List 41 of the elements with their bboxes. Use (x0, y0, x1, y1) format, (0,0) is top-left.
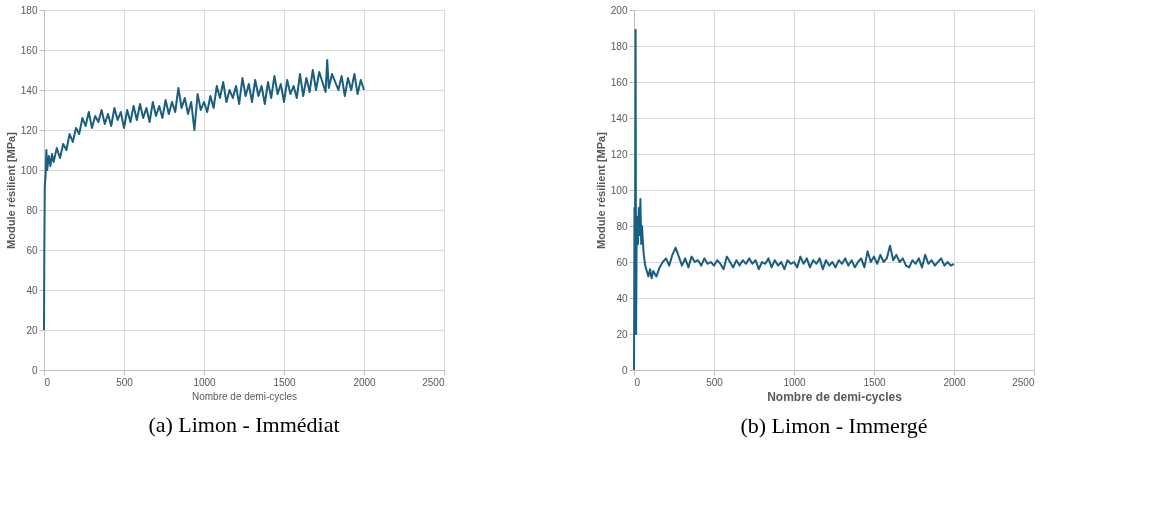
y-tick-label: 40 (616, 292, 628, 304)
y-tick-label: 20 (616, 328, 628, 340)
x-axis-title: Nombre de demi-cycles (767, 389, 903, 404)
y-tick-label: 140 (610, 112, 628, 124)
line-series (43, 59, 365, 331)
y-tick-label: 200 (610, 4, 628, 16)
y-tick-label: 80 (26, 204, 38, 216)
y-tick-label: 160 (20, 44, 38, 56)
y-tick-label: 40 (26, 284, 38, 296)
x-tick-label: 0 (44, 376, 51, 388)
x-tick-label: 2500 (1012, 376, 1035, 388)
y-tick-label: 180 (610, 40, 628, 52)
x-tick-label: 500 (706, 376, 724, 388)
y-tick-label: 120 (20, 124, 38, 136)
y-tick-label: 80 (616, 220, 628, 232)
x-tick-label: 0 (634, 376, 641, 388)
text: (a) Limon - Immédiat (148, 412, 340, 437)
y-tick-label: 120 (610, 148, 628, 160)
x-tick-label: 2000 (943, 376, 967, 388)
y-tick-label: 160 (610, 76, 628, 88)
x-tick-label: 1500 (273, 376, 297, 388)
line-series (633, 28, 955, 371)
x-tick-label: 2500 (422, 376, 445, 388)
x-tick-label: 1000 (193, 376, 217, 388)
x-tick-label: 1000 (783, 376, 807, 388)
x-tick-label: 1500 (863, 376, 887, 388)
y-tick-label: 100 (20, 164, 38, 176)
y-tick-label: 140 (20, 84, 38, 96)
text: (b) Limon - Immergé (740, 413, 928, 438)
y-tick-label: 20 (26, 324, 38, 336)
y-tick-label: 0 (31, 364, 38, 376)
y-tick-label: 100 (610, 184, 628, 196)
y-tick-label: 60 (26, 244, 38, 256)
y-tick-label: 180 (20, 4, 38, 16)
y-tick-label: 60 (616, 256, 628, 268)
y-axis-title: Module résilient [MPa] (4, 131, 17, 249)
x-axis-title: Nombre de demi-cycles (191, 390, 298, 402)
y-tick-label: 0 (621, 364, 628, 376)
x-tick-label: 500 (116, 376, 134, 388)
y-axis-title: Module résilient [MPa] (594, 131, 607, 249)
x-tick-label: 2000 (353, 376, 377, 388)
